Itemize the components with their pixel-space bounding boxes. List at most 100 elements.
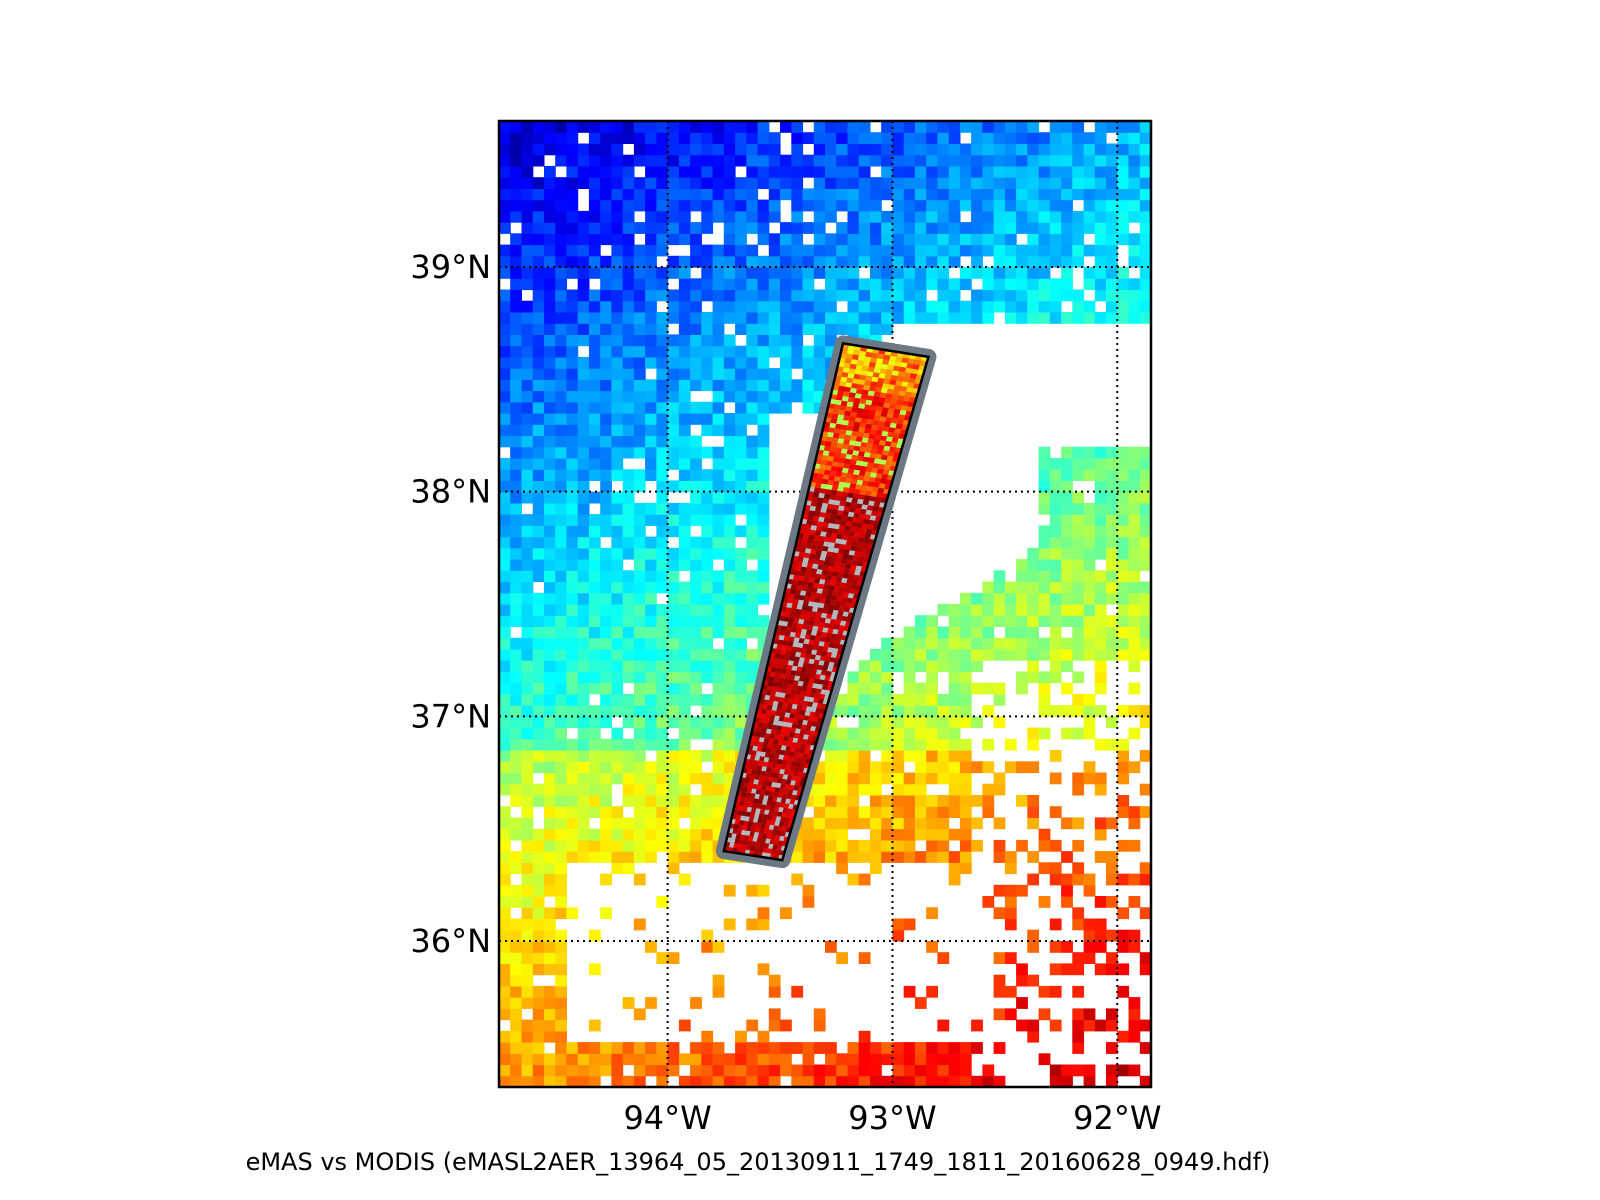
emas-pixel: [818, 559, 825, 566]
emas-pixel: [823, 622, 830, 629]
modis-pixel: [633, 738, 646, 751]
emas-pixel: [808, 620, 815, 626]
modis-pixel: [690, 637, 702, 650]
modis-pixel: [566, 356, 579, 369]
emas-pixel: [888, 403, 897, 409]
modis-pixel: [757, 1053, 770, 1066]
modis-pixel: [712, 828, 725, 841]
emas-pixel: [857, 475, 865, 481]
modis-pixel: [701, 334, 714, 347]
emas-pixel: [872, 420, 880, 426]
modis-pixel: [499, 1053, 511, 1066]
modis-pixel: [768, 278, 781, 291]
emas-pixel: [829, 422, 837, 429]
emas-pixel: [768, 810, 774, 816]
emas-pixel: [801, 562, 808, 568]
emas-pixel: [869, 496, 877, 502]
modis-pixel: [510, 750, 522, 762]
modis-pixel: [555, 424, 567, 437]
modis-pixel: [701, 604, 714, 616]
modis-pixel: [510, 121, 522, 133]
modis-pixel: [544, 334, 556, 347]
emas-pixel: [882, 469, 890, 475]
modis-pixel: [622, 604, 635, 616]
modis-pixel: [645, 390, 657, 403]
modis-pixel: [948, 289, 961, 302]
modis-pixel: [667, 592, 680, 605]
modis-pixel: [948, 637, 961, 650]
emas-pixel: [759, 756, 765, 762]
modis-pixel: [847, 738, 860, 751]
modis-pixel: [1094, 896, 1107, 908]
emas-pixel: [836, 490, 843, 497]
modis-pixel: [532, 132, 545, 144]
modis-pixel: [1072, 559, 1085, 571]
modis-pixel: [1083, 132, 1096, 144]
emas-pixel: [778, 773, 784, 779]
modis-pixel: [746, 390, 759, 403]
modis-pixel: [780, 334, 792, 347]
emas-pixel: [795, 671, 802, 677]
emas-pixel: [834, 399, 842, 406]
modis-pixel: [903, 278, 916, 291]
modis-pixel: [746, 300, 759, 313]
modis-pixel: [847, 693, 860, 706]
modis-pixel: [780, 1053, 792, 1066]
emas-pixel: [847, 444, 855, 451]
emas-pixel: [844, 525, 851, 532]
modis-pixel: [667, 693, 680, 706]
modis-pixel: [1117, 929, 1130, 942]
emas-pixel: [863, 495, 871, 501]
modis-pixel: [588, 413, 601, 425]
modis-pixel: [813, 188, 826, 201]
modis-pixel: [588, 390, 601, 403]
modis-pixel: [1072, 312, 1085, 324]
modis-pixel: [870, 1053, 882, 1066]
modis-pixel: [825, 255, 837, 268]
modis-pixel: [544, 143, 556, 156]
modis-pixel: [588, 750, 601, 762]
emas-pixel: [892, 413, 900, 420]
emas-pixel: [879, 368, 887, 375]
modis-pixel: [1151, 458, 1163, 470]
modis-pixel: [499, 222, 511, 234]
modis-pixel: [555, 278, 567, 291]
emas-pixel: [841, 616, 848, 622]
emas-pixel: [803, 748, 810, 755]
modis-pixel: [499, 671, 511, 684]
modis-pixel: [813, 795, 826, 807]
modis-pixel: [903, 132, 916, 144]
modis-pixel: [588, 491, 601, 504]
emas-pixel: [786, 794, 792, 800]
emas-pixel: [861, 437, 869, 443]
emas-pixel: [791, 684, 798, 691]
modis-pixel: [645, 671, 657, 684]
modis-pixel: [858, 952, 871, 964]
emas-pixel: [844, 544, 852, 551]
modis-pixel: [521, 660, 534, 672]
modis-pixel: [723, 356, 736, 369]
emas-pixel: [833, 476, 841, 482]
modis-pixel: [656, 1064, 669, 1077]
modis-pixel: [712, 750, 725, 762]
modis-pixel: [780, 300, 792, 313]
modis-pixel: [521, 884, 534, 897]
modis-pixel: [645, 536, 657, 549]
modis-pixel: [948, 693, 961, 706]
modis-pixel: [780, 1042, 792, 1054]
emas-pixel: [867, 414, 875, 420]
emas-pixel: [809, 711, 816, 717]
emas-pixel: [831, 437, 839, 443]
emas-pixel: [757, 818, 763, 824]
modis-pixel: [656, 278, 669, 291]
emas-pixel: [750, 807, 757, 813]
modis-pixel: [948, 626, 961, 639]
emas-pixel: [859, 532, 866, 539]
modis-pixel: [555, 1075, 567, 1087]
emas-pixel: [802, 557, 809, 563]
modis-pixel: [588, 312, 601, 324]
modis-pixel: [667, 626, 680, 639]
modis-pixel: [633, 761, 646, 774]
modis-pixel: [937, 267, 950, 279]
emas-pixel: [847, 492, 854, 499]
